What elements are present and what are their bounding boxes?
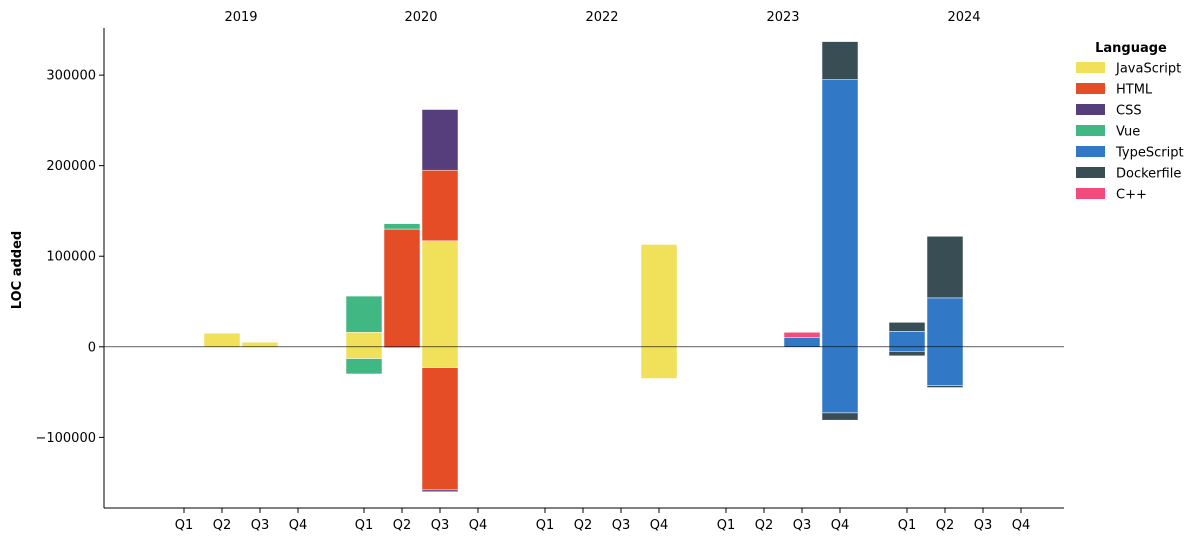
- legend-entry-label: CSS: [1116, 104, 1142, 119]
- y-tick-label: 100000: [46, 250, 96, 265]
- legend-entry-label: JavaScript: [1115, 62, 1181, 77]
- bar-javascript-positive: [421, 240, 459, 348]
- bar-dockerfile-negative: [926, 385, 964, 388]
- bar-javascript-positive: [345, 332, 383, 348]
- bar-html-positive: [383, 228, 421, 348]
- legend-swatch: [1076, 125, 1105, 136]
- bar-javascript-negative: [345, 346, 383, 359]
- y-tick-label: 300000: [46, 69, 96, 84]
- quarter-label: Q4: [831, 518, 850, 533]
- y-axis-label: LOC added: [10, 231, 25, 309]
- quarter-label: Q3: [974, 518, 993, 533]
- year-label: 2020: [404, 10, 437, 25]
- quarter-label: Q1: [898, 518, 917, 533]
- legend-swatch: [1076, 83, 1105, 94]
- quarter-label: Q3: [793, 518, 812, 533]
- legend: Language JavaScript HTML CSS Vue TypeScript D…: [1076, 41, 1184, 203]
- year-label: 2024: [947, 10, 980, 25]
- bar-vue-positive: [345, 295, 383, 333]
- quarter-label: Q4: [650, 518, 669, 533]
- bar-dockerfile-positive: [821, 41, 859, 80]
- bar-typescript-positive: [888, 331, 926, 348]
- legend-swatch: [1076, 62, 1105, 73]
- legend-entry-label: Dockerfile: [1116, 167, 1181, 182]
- quarter-label: Q4: [1012, 518, 1031, 533]
- y-ticks: −100000 0 100000 200000 300000: [35, 69, 104, 446]
- quarter-label: Q2: [213, 518, 232, 533]
- year-label: 2022: [585, 10, 618, 25]
- quarter-label: Q3: [251, 518, 270, 533]
- quarter-label: Q2: [574, 518, 593, 533]
- x-ticks: Q1 Q2 Q3 Q4 Q1 Q2 Q3 Q4 Q1 Q2 Q3 Q4 Q1 Q2 Q3 Q4 Q1 Q2 Q3 Q4: [175, 508, 1031, 533]
- bar-dockerfile-positive: [926, 236, 964, 299]
- year-labels: 2019 2020 2022 2023 2024: [224, 10, 980, 25]
- y-tick-label: −100000: [35, 431, 96, 446]
- legend-swatch: [1076, 104, 1105, 115]
- bars: [203, 41, 964, 492]
- bar-vue-positive: [383, 223, 421, 230]
- legend-entry-label: Vue: [1116, 125, 1140, 140]
- legend-swatch: [1076, 167, 1105, 178]
- quarter-label: Q2: [936, 518, 955, 533]
- bar-javascript-positive: [241, 342, 279, 348]
- bar-typescript-negative: [926, 346, 964, 386]
- y-tick-label: 0: [88, 340, 96, 355]
- quarter-label: Q4: [469, 518, 488, 533]
- bar-html-negative: [421, 367, 459, 491]
- quarter-label: Q1: [175, 518, 194, 533]
- bar-css-positive: [421, 109, 459, 171]
- legend-entry-label: C++: [1116, 188, 1147, 203]
- bar-javascript-positive: [203, 332, 241, 348]
- legend-swatch: [1076, 188, 1105, 199]
- bar-css-negative: [421, 489, 459, 492]
- quarter-label: Q1: [717, 518, 736, 533]
- bar-typescript-positive: [783, 337, 821, 348]
- bar-typescript-negative: [888, 346, 926, 352]
- legend-swatch: [1076, 146, 1105, 157]
- bar-typescript-negative: [821, 346, 859, 414]
- legend-entry-label: HTML: [1116, 83, 1153, 98]
- quarter-label: Q4: [289, 518, 308, 533]
- quarter-label: Q1: [536, 518, 555, 533]
- bar-html-positive: [421, 169, 459, 242]
- bar-dockerfile-negative: [888, 351, 926, 357]
- bar-typescript-positive: [821, 79, 859, 348]
- bar-vue-negative: [345, 358, 383, 375]
- quarter-label: Q2: [755, 518, 774, 533]
- bar-javascript-negative: [421, 346, 459, 368]
- quarter-label: Q2: [393, 518, 412, 533]
- quarter-label: Q3: [612, 518, 631, 533]
- y-tick-label: 200000: [46, 159, 96, 174]
- quarter-label: Q3: [431, 518, 450, 533]
- axes: [103, 28, 1064, 509]
- bar-dockerfile-positive: [888, 322, 926, 332]
- bar-dockerfile-negative: [821, 412, 859, 421]
- legend-title: Language: [1095, 41, 1167, 56]
- bar-javascript-negative: [640, 346, 678, 379]
- quarter-label: Q1: [355, 518, 374, 533]
- legend-entry-label: TypeScript: [1115, 146, 1184, 161]
- year-label: 2023: [766, 10, 799, 25]
- year-label: 2019: [224, 10, 257, 25]
- bar-javascript-positive: [640, 244, 678, 348]
- bar-cpp-positive: [783, 332, 821, 338]
- bar-typescript-positive: [926, 297, 964, 348]
